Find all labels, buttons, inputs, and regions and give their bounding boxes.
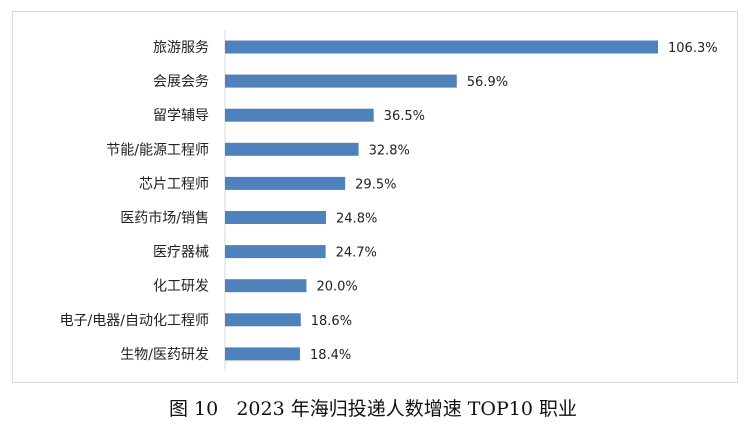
bar (225, 108, 374, 122)
category-label: 生物/医药研发 (120, 347, 209, 363)
bar-group: 旅游服务 106.3% (153, 40, 718, 56)
value-label: 24.8% (336, 212, 377, 227)
value-label: 106.3% (668, 41, 718, 56)
bar-group: 芯片工程师 29.5% (139, 176, 396, 192)
bar (225, 74, 457, 88)
chart-frame (12, 11, 738, 383)
bar-group: 留学辅导 36.5% (153, 108, 425, 124)
value-label: 32.8% (369, 143, 410, 158)
category-label: 芯片工程师 (139, 176, 209, 192)
bar-group: 医疗器械 24.7% (153, 245, 377, 261)
bar-group: 会展会务 56.9% (153, 74, 508, 90)
value-label: 36.5% (384, 109, 425, 124)
bar (225, 313, 301, 327)
value-label: 29.5% (355, 177, 396, 192)
figure-caption: 图 10 2023 年海归投递人数增速 TOP10 职业 (168, 398, 578, 420)
bar-group: 生物/医药研发 18.4% (120, 347, 351, 363)
bar (225, 176, 346, 190)
bar (225, 347, 300, 361)
bar (225, 279, 307, 293)
category-label: 会展会务 (153, 74, 209, 90)
category-label: 留学辅导 (153, 108, 209, 124)
bars-layer: 旅游服务 106.3% 会展会务 56.9% 留学辅导 36.5% 节能/能源工程师 32.8… (60, 40, 718, 363)
category-label: 电子/电器/自动化工程师 (60, 313, 209, 329)
value-label: 56.9% (467, 75, 508, 90)
value-label: 24.7% (336, 246, 377, 261)
category-label: 化工研发 (153, 279, 209, 295)
bar (225, 211, 327, 224)
category-label: 医药市场/销售 (120, 210, 209, 227)
bar-group: 医药市场/销售 24.8% (120, 210, 377, 227)
category-label: 医疗器械 (153, 245, 209, 261)
category-label: 节能/能源工程师 (106, 142, 209, 158)
category-label: 旅游服务 (153, 40, 209, 56)
value-label: 20.0% (316, 280, 357, 295)
bar-group: 电子/电器/自动化工程师 18.6% (60, 313, 353, 329)
value-label: 18.4% (310, 348, 351, 363)
bar-group: 节能/能源工程师 32.8% (106, 142, 410, 158)
bar (225, 245, 326, 259)
bar (225, 142, 359, 156)
value-label: 18.6% (311, 314, 352, 329)
bar (225, 40, 658, 54)
bar-group: 化工研发 20.0% (153, 279, 358, 295)
